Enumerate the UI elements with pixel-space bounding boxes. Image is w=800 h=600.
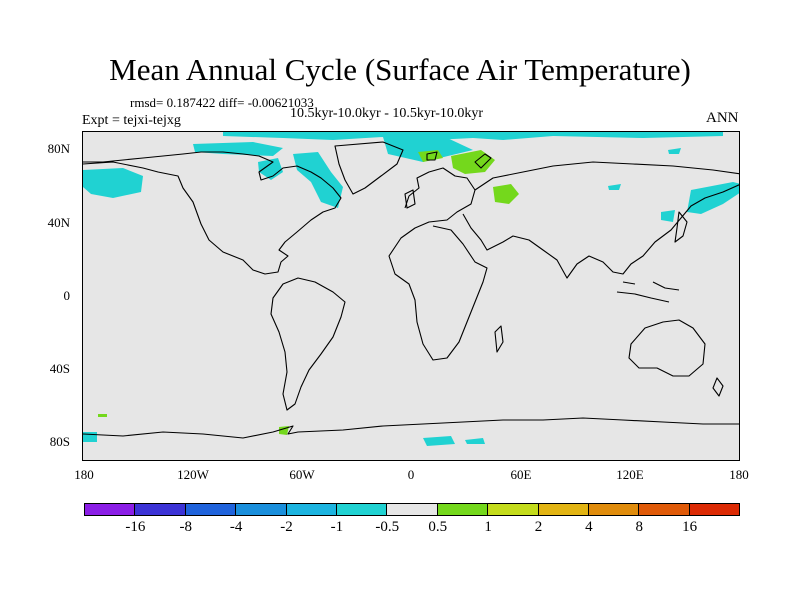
lat-tick-label: 0 (63, 288, 71, 303)
colorbar-swatch (537, 503, 589, 516)
anomaly-patches (83, 132, 739, 446)
colorbar-swatch (587, 503, 640, 516)
colorbar-swatch (688, 503, 741, 516)
colorbar-label: 1 (484, 519, 492, 535)
svalbard-coastline (426, 151, 438, 161)
colorbar-swatch (285, 503, 337, 516)
south-america-coastline (270, 277, 346, 411)
lon-tick-label: 120E (616, 467, 644, 482)
colorbar-label: 2 (534, 519, 543, 535)
lon-tick-label: 180 (74, 467, 94, 482)
colorbar-swatch (235, 503, 287, 516)
colorbar-swatch (436, 503, 489, 516)
siberia-green-patch (493, 184, 519, 204)
arctic-cyan-patch (383, 136, 473, 162)
colorbar-label: 4 (585, 519, 593, 535)
east-asia-cyan-patch (687, 182, 739, 214)
novaya-zemlya-coastline (474, 153, 492, 169)
colorbar-swatch (487, 503, 539, 516)
map-frame (82, 131, 740, 461)
experiment-period-subtitle: 10.5kyr-10.0kyr - 10.5kyr-10.0kyr (290, 106, 484, 121)
lon-tick-label: 180 (729, 467, 749, 482)
lon-tick-label: 120W (177, 467, 209, 482)
barents-green-patch (451, 150, 495, 174)
greenland-coastline (334, 141, 404, 195)
antarctic-green-patch (98, 414, 107, 417)
colorbar-label: -1 (330, 519, 344, 535)
lon-tick-label: 60E (510, 467, 532, 482)
colorbar-label: -0.5 (375, 519, 400, 535)
colorbar-swatch (134, 503, 186, 516)
colorbar-swatch (184, 503, 237, 516)
colorbar-label: -16 (125, 519, 146, 535)
north-america-coastline (83, 151, 342, 275)
australia-coastline (628, 319, 706, 377)
uk-coastline (404, 189, 416, 209)
asia-coastline (462, 161, 739, 279)
chart-title: Mean Annual Cycle (Surface Air Temperatu… (109, 52, 691, 87)
lon-tick-label: 0 (407, 467, 415, 482)
east-asia-cyan-patch (668, 148, 681, 154)
east-asia-cyan-patch (608, 184, 621, 190)
season-label: ANN (706, 110, 739, 126)
alaska-cyan-patch (83, 168, 143, 198)
arctic-cyan-patch (223, 132, 723, 141)
colorbar-label: -8 (179, 519, 193, 535)
east-asia-cyan-patch (661, 210, 675, 222)
antarctic-cyan-patch (465, 438, 485, 444)
colorbar-label: 16 (682, 519, 698, 535)
rmsd-diff-stats: rmsd= 0.187422 diff= -0.00621033 (130, 95, 314, 110)
japan-coastline (674, 211, 688, 243)
lon-tick-label: 60W (289, 467, 315, 482)
world-map (83, 132, 739, 446)
lat-tick-label: 40S (49, 361, 70, 376)
colorbar (84, 503, 741, 516)
lat-tick-label: 80N (47, 141, 70, 156)
colorbar-label: 0.5 (428, 519, 448, 535)
colorbar-label: -4 (229, 519, 243, 535)
colorbar-label: 8 (635, 519, 643, 535)
antarctic-cyan-patch (423, 436, 455, 446)
colorbar-swatch (386, 503, 438, 516)
madagascar-coastline (494, 325, 504, 353)
lat-tick-label: 80S (49, 434, 70, 449)
coastlines (83, 141, 739, 439)
indonesia-coastline (616, 281, 680, 303)
lat-tick-label: 40N (47, 215, 70, 230)
colorbar-swatch (638, 503, 690, 516)
europe-africa-coastline (388, 167, 488, 361)
antarctic-cyan-patch (83, 432, 97, 442)
labrador-cyan-patch (293, 152, 343, 208)
colorbar-swatch (84, 503, 136, 516)
antarctica-coastline (83, 417, 739, 439)
hudson-cyan-patch (258, 158, 283, 180)
new-zealand-coastline (712, 377, 724, 397)
colorbar-label: -2 (280, 519, 293, 535)
experiment-label: Expt = tejxi-tejxg (82, 113, 181, 128)
colorbar-swatch (335, 503, 388, 516)
